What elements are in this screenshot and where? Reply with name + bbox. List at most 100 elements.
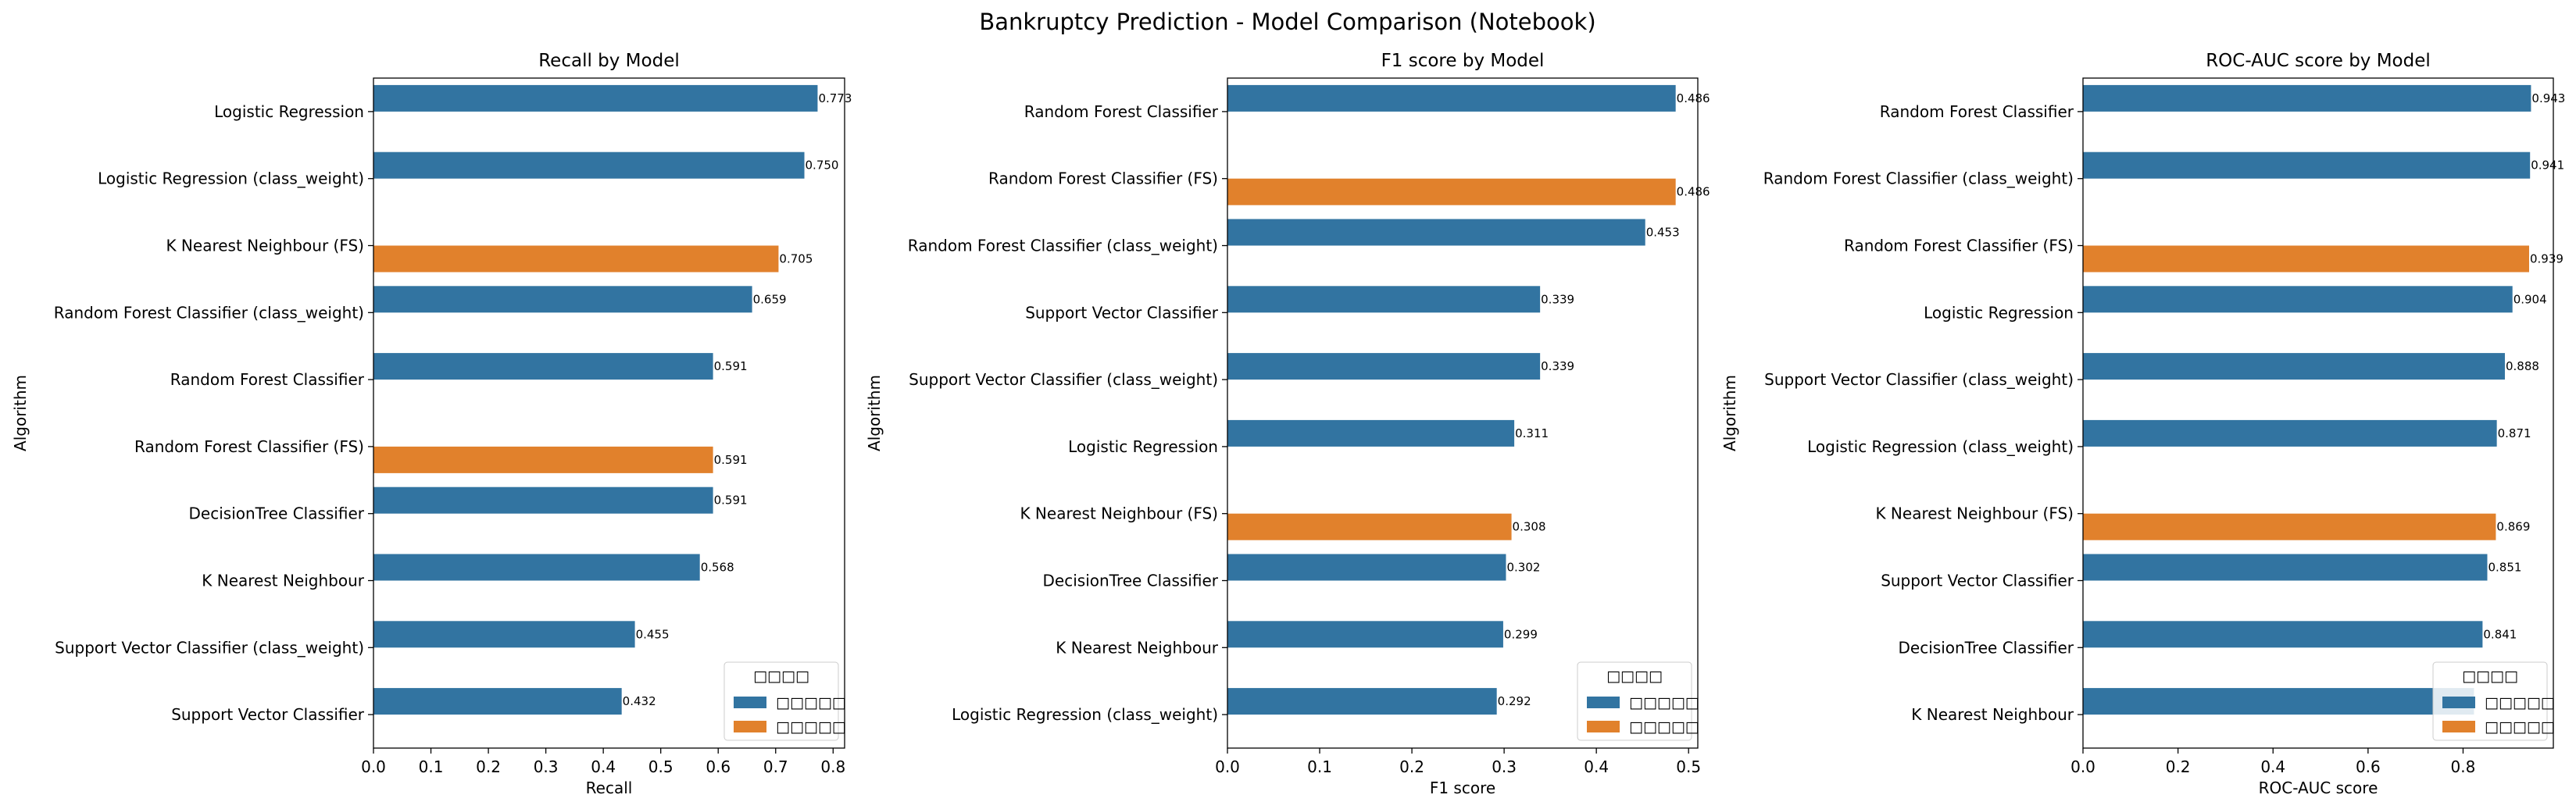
y-tick-label: Support Vector Classifier — [1025, 303, 1219, 322]
chart-title: F1 score by Model — [1381, 51, 1545, 71]
bar — [1227, 621, 1503, 648]
chart-panel-1: Recall by Model 0.773 Logistic Regression 0… — [11, 51, 852, 797]
legend-swatch — [734, 697, 766, 708]
x-tick-label: 0.7 — [763, 757, 788, 776]
bar-value-label: 0.568 — [701, 561, 734, 575]
y-tick-label: Logistic Regression — [214, 102, 364, 121]
bar-value-label: 0.943 — [2531, 91, 2565, 105]
bar — [373, 621, 635, 648]
bar — [2083, 419, 2497, 447]
legend-entry-label: □□□□□ — [2485, 694, 2555, 711]
y-tick-label: K Nearest Neighbour (FS) — [1020, 504, 1218, 523]
figure-title: Bankruptcy Prediction - Model Comparison… — [979, 9, 1595, 35]
y-tick-label: Random Forest Classifier (class_weight) — [908, 237, 1218, 255]
axes-frame — [1227, 77, 1699, 749]
y-tick-label: Random Forest Classifier — [1880, 102, 2074, 121]
legend-swatch — [1587, 721, 1620, 732]
bar-value-label: 0.904 — [2513, 292, 2547, 306]
y-tick-label: Support Vector Classifier (class_weight) — [909, 370, 1218, 389]
bar — [1227, 419, 1515, 447]
bar-value-label: 0.939 — [2530, 252, 2563, 266]
bar-value-label: 0.705 — [779, 252, 813, 266]
axes-frame — [373, 77, 845, 749]
bar-value-label: 0.591 — [714, 453, 748, 467]
x-tick-label: 0.3 — [1492, 757, 1517, 776]
bar-value-label: 0.432 — [623, 694, 656, 708]
y-tick-label: Support Vector Classifier — [1881, 572, 2074, 590]
x-tick-label: 0.5 — [648, 757, 673, 776]
y-tick-label: K Nearest Neighbour — [202, 572, 365, 590]
bar — [1227, 688, 1497, 715]
y-tick-label: Support Vector Classifier (class_weight) — [1764, 370, 2074, 389]
legend-title: □□□□ — [753, 668, 809, 685]
legend-entry-label: □□□□□ — [776, 694, 846, 711]
bar — [373, 151, 805, 179]
legend: □□□□□□□□□□□□□□ — [1577, 661, 1699, 741]
y-tick-label: DecisionTree Classifier — [1899, 638, 2074, 657]
bar-value-label: 0.773 — [818, 91, 852, 105]
y-tick-label: Logistic Regression — [1924, 303, 2074, 322]
bar-value-label: 0.453 — [1646, 226, 1680, 240]
legend-entry-label: □□□□□ — [2485, 718, 2555, 736]
bar — [373, 84, 818, 112]
bar-value-label: 0.308 — [1513, 520, 1546, 534]
bar — [2083, 621, 2483, 648]
x-axis-label: Recall — [586, 779, 633, 797]
bar-value-label: 0.591 — [714, 359, 748, 373]
x-tick-label: 0.4 — [2260, 757, 2285, 776]
y-tick-label: K Nearest Neighbour (FS) — [166, 237, 364, 255]
axes-frame — [2082, 77, 2554, 749]
x-tick-label: 0.6 — [706, 757, 731, 776]
y-tick-label: Logistic Regression — [1068, 437, 1218, 456]
x-tick-label: 0.2 — [476, 757, 501, 776]
legend-swatch — [2442, 721, 2475, 732]
y-tick-label: Random Forest Classifier — [1024, 102, 1219, 121]
bar — [2083, 554, 2488, 581]
y-tick-label: K Nearest Neighbour — [1056, 638, 1219, 657]
bar — [373, 554, 700, 581]
y-axis-label: Algorithm — [1720, 375, 1739, 451]
chart-title: ROC-AUC score by Model — [2206, 51, 2431, 71]
legend: □□□□□□□□□□□□□□ — [2432, 661, 2555, 741]
bar — [1227, 219, 1645, 246]
bar-value-label: 0.871 — [2498, 426, 2531, 440]
x-tick-label: 0.0 — [1215, 757, 1240, 776]
x-tick-label: 0.5 — [1676, 757, 1701, 776]
bar-value-label: 0.851 — [2488, 561, 2521, 575]
bar-value-label: 0.750 — [806, 159, 839, 173]
bar — [1227, 178, 1676, 205]
x-tick-label: 0.0 — [2070, 757, 2095, 776]
bar — [373, 446, 713, 473]
legend-swatch — [1587, 697, 1620, 708]
legend-entry-label: □□□□□ — [776, 718, 846, 736]
bar-value-label: 0.591 — [714, 494, 748, 508]
y-tick-label: K Nearest Neighbour — [1911, 705, 2074, 724]
legend: □□□□□□□□□□□□□□ — [723, 661, 846, 741]
legend-swatch — [734, 721, 766, 732]
bar-value-label: 0.486 — [1677, 91, 1710, 105]
x-tick-label: 0.1 — [419, 757, 444, 776]
y-tick-label: DecisionTree Classifier — [1043, 572, 1219, 590]
bar — [373, 286, 752, 313]
y-tick-label: Logistic Regression (class_weight) — [98, 169, 364, 188]
bar-value-label: 0.888 — [2506, 359, 2539, 373]
y-tick-label: Random Forest Classifier (class_weight) — [1763, 169, 2074, 188]
bar-value-label: 0.292 — [1498, 694, 1531, 708]
bar-value-label: 0.311 — [1515, 426, 1549, 440]
chart-title: Recall by Model — [538, 51, 680, 71]
legend-title: □□□□ — [1606, 668, 1663, 685]
bar — [2083, 513, 2496, 540]
y-tick-label: Logistic Regression (class_weight) — [952, 705, 1218, 724]
bar — [373, 245, 779, 273]
bar-value-label: 0.486 — [1677, 185, 1710, 199]
bar-value-label: 0.659 — [753, 292, 787, 306]
bar — [373, 486, 713, 514]
x-tick-label: 0.6 — [2356, 757, 2381, 776]
bar-value-label: 0.455 — [636, 627, 670, 641]
bar — [2083, 151, 2531, 179]
x-tick-label: 0.4 — [1584, 757, 1609, 776]
bar — [2083, 688, 2474, 715]
x-axis-label: ROC-AUC score — [2259, 779, 2378, 797]
y-tick-label: K Nearest Neighbour (FS) — [1875, 504, 2074, 523]
